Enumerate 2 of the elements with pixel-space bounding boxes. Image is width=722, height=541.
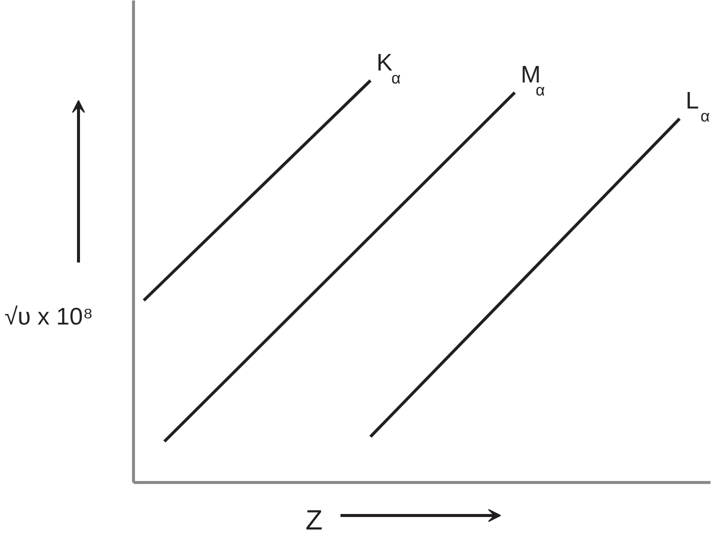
- x-axis-title: Z: [306, 504, 323, 536]
- y-axis-title: √υ x 10⁸: [4, 304, 93, 330]
